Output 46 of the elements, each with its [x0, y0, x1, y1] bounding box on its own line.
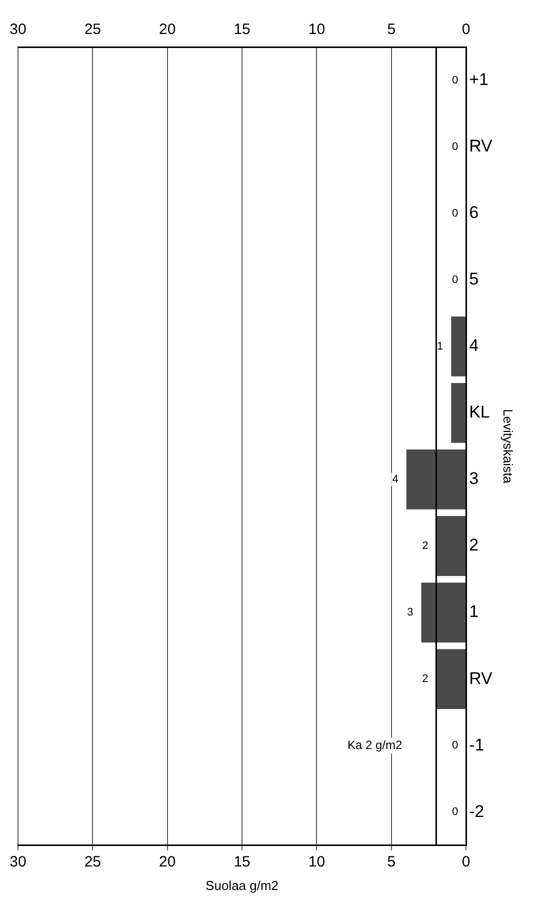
y-tick-label: 5 [469, 270, 479, 289]
x-tick-label: 10 [308, 21, 326, 38]
data-label: 1 [437, 340, 444, 352]
data-label: 0 [452, 140, 458, 153]
data-label: 0 [452, 74, 458, 86]
x-tick-label: 15 [234, 21, 250, 38]
data-label: 2 [422, 540, 428, 552]
y-tick-label: KL [469, 402, 490, 422]
y-tick-label: RV [469, 668, 494, 688]
x2-tick-label: 20 [159, 854, 176, 871]
bar [436, 516, 466, 576]
bar [436, 649, 466, 710]
bar [406, 450, 466, 510]
x2-tick-label: 15 [234, 854, 250, 871]
data-label: 0 [452, 740, 458, 752]
y-axis-title: Levityskaista [500, 408, 516, 484]
y-tick-label: -2 [469, 802, 484, 821]
data-label: 0 [452, 207, 458, 220]
y-tick-label: 2 [469, 536, 479, 555]
x2-tick-label: 5 [387, 854, 396, 871]
data-label: 4 [392, 474, 398, 486]
ref-line-label: Ka 2 g/m2 [348, 738, 403, 752]
y-tick-label: 3 [469, 469, 479, 488]
x2-tick-label: 0 [462, 854, 470, 871]
bar [451, 382, 466, 443]
data-label: 0 [452, 274, 458, 286]
bar [421, 582, 466, 642]
bar [451, 316, 466, 376]
x-tick-label: 30 [10, 21, 26, 38]
data-label: 2 [422, 673, 428, 686]
y-tick-label: RV [469, 136, 494, 156]
x-tick-label: 25 [84, 21, 102, 38]
y-tick-label: -1 [469, 735, 484, 754]
x-tick-label: 20 [159, 21, 176, 38]
data-label: 0 [452, 806, 458, 818]
y-tick-label: 6 [469, 203, 479, 222]
x-axis-title: Suolaa g/m2 [206, 878, 279, 893]
x-tick-label: 0 [462, 21, 470, 38]
x-tick-label: 5 [387, 21, 396, 38]
y-tick-label: 1 [469, 602, 479, 622]
y-tick-label: 4 [469, 336, 479, 356]
y-tick-label: +1 [469, 70, 488, 89]
x2-tick-label: 30 [10, 854, 26, 871]
x2-tick-label: 10 [308, 854, 326, 871]
x2-tick-label: 25 [84, 854, 102, 871]
data-label: 3 [407, 606, 414, 619]
